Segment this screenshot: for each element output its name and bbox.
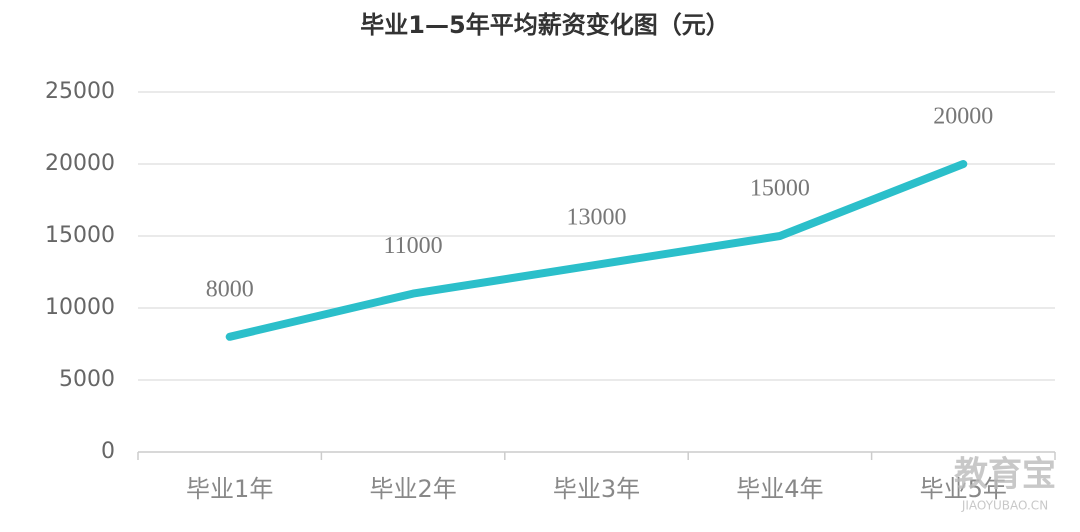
y-tick-label: 0 bbox=[101, 439, 115, 464]
y-tick-label: 20000 bbox=[45, 151, 115, 176]
y-tick-label: 5000 bbox=[59, 367, 115, 392]
x-tick-label: 毕业5年 bbox=[920, 475, 1007, 503]
data-label: 20000 bbox=[933, 104, 993, 130]
x-tick-label: 毕业2年 bbox=[369, 475, 456, 503]
x-tick-label: 毕业3年 bbox=[553, 475, 640, 503]
data-label: 13000 bbox=[567, 204, 627, 230]
y-tick-label: 15000 bbox=[45, 223, 115, 248]
data-label: 15000 bbox=[750, 176, 810, 202]
watermark-url: JIAOYUBAO.CN bbox=[961, 499, 1048, 513]
y-tick-label: 25000 bbox=[45, 79, 115, 104]
watermark-name: 教育宝 bbox=[954, 455, 1056, 495]
line bbox=[225, 160, 968, 341]
data-label: 8000 bbox=[206, 276, 254, 302]
chart-title: 毕业1—5年平均薪资变化图（元） bbox=[360, 11, 729, 39]
x-tick-label: 毕业1年 bbox=[186, 475, 273, 503]
y-tick-label: 10000 bbox=[45, 295, 115, 320]
x-tick-label: 毕业4年 bbox=[736, 475, 823, 503]
data-label: 11000 bbox=[384, 233, 443, 259]
